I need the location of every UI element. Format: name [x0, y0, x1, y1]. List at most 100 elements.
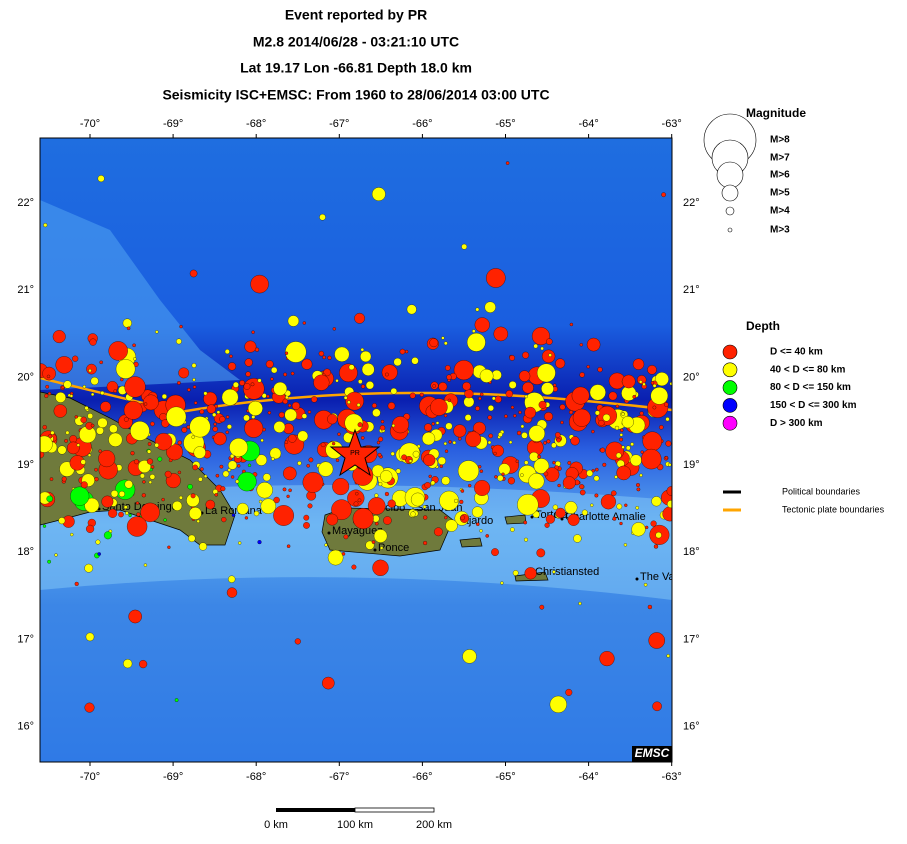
event-dot [540, 346, 544, 351]
event-dot [520, 424, 525, 429]
event-dot [55, 392, 66, 403]
event-dot [555, 432, 561, 438]
event-dot [539, 604, 545, 610]
event-dot [390, 451, 395, 456]
event-dot [147, 442, 152, 446]
event-dot [118, 511, 124, 518]
event-dot [423, 515, 428, 520]
event-dot [245, 371, 251, 377]
event-dot [133, 459, 139, 465]
event-dot [524, 567, 537, 580]
event-dot [65, 430, 70, 435]
event-dot [97, 417, 108, 428]
event-dot [149, 474, 156, 480]
place-dot [373, 548, 377, 552]
event-dot [123, 659, 133, 669]
event-dot [667, 463, 672, 467]
event-dot [630, 454, 642, 467]
event-dot [74, 581, 79, 586]
event-dot [320, 442, 326, 448]
event-dot [494, 475, 498, 479]
event-dot [225, 430, 229, 434]
event-dot [520, 473, 524, 477]
lat-label: 19° [683, 459, 700, 471]
event-dot [213, 432, 227, 446]
lat-label: 17° [17, 633, 34, 645]
event-dot [593, 475, 600, 482]
event-dot [375, 521, 379, 526]
events [40, 161, 672, 713]
event-dot [354, 312, 365, 324]
event-dot [631, 522, 646, 537]
event-dot [47, 559, 51, 564]
event-dot [411, 357, 419, 365]
legend: Magnitude Depth M>8 M>7 M>6 M>5 M>4 M>3 D <= 4… [703, 106, 885, 514]
event-dot [453, 424, 467, 438]
event-dot [86, 363, 97, 375]
event-dot [200, 467, 204, 471]
event-dot [430, 480, 436, 486]
event-dot [128, 513, 132, 518]
event-dot [52, 330, 66, 344]
epicenter-star [329, 428, 381, 477]
event-dot [143, 563, 148, 567]
event-dot [498, 463, 511, 476]
event-dot [229, 354, 233, 358]
event-dot [594, 410, 600, 416]
event-dot [123, 417, 129, 422]
event-dot [655, 531, 662, 539]
event-dot [291, 401, 301, 410]
event-dot [365, 381, 374, 390]
event-dot [422, 432, 436, 446]
event-dot [590, 503, 594, 507]
event-dot [531, 327, 550, 346]
event-dot [423, 540, 428, 546]
event-dot [560, 420, 564, 425]
event-dot [528, 473, 545, 490]
place-dot [635, 577, 639, 581]
event-dot [284, 351, 289, 355]
event-dot [608, 391, 618, 401]
event-dot [504, 414, 508, 418]
magnitude-symbol [716, 161, 744, 189]
event-dot [372, 408, 381, 417]
event-dot [100, 401, 112, 413]
event-dot [192, 385, 197, 389]
event-dot [87, 413, 94, 419]
event-dot [43, 223, 48, 228]
event-dot [172, 500, 183, 511]
event-dot [468, 483, 472, 488]
event-dot [573, 534, 582, 543]
event-dot [614, 475, 618, 479]
event-dot [552, 504, 559, 510]
event-dot [94, 467, 98, 472]
place-dot [530, 515, 534, 519]
legend-label: M>6 [770, 170, 790, 181]
event-dot [118, 490, 125, 498]
event-dot [203, 474, 208, 478]
event-dot [393, 357, 402, 367]
event-dot [624, 503, 628, 507]
event-dot [479, 392, 484, 397]
event-dot [621, 412, 625, 416]
event-dot [435, 421, 440, 425]
event-dot [475, 307, 480, 312]
event-dot [524, 406, 536, 419]
event-dot [179, 324, 183, 329]
event-dot [666, 654, 670, 658]
event-dot [446, 374, 452, 380]
subtitle: Seismicity ISC+EMSC: From 1960 to 28/06/… [162, 87, 549, 103]
event-dot [652, 701, 662, 712]
event-dot [101, 495, 114, 508]
event-dot [518, 370, 531, 382]
event-dot [565, 688, 573, 696]
event-dot [103, 531, 112, 540]
event-dot [404, 349, 409, 354]
event-dot [74, 415, 78, 419]
event-dot [86, 524, 95, 533]
lon-label: -67° [329, 118, 349, 130]
event-dot [157, 456, 163, 462]
event-dot [343, 395, 348, 400]
event-dot [476, 522, 480, 526]
